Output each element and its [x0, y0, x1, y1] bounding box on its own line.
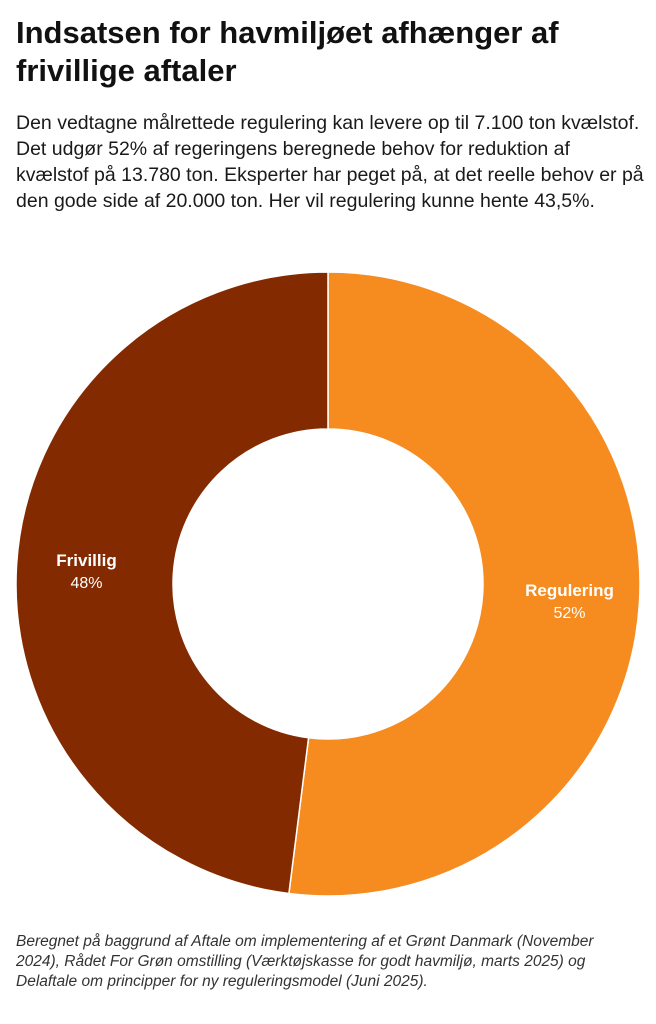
chart-title: Indsatsen for havmiljøet afhænger af fri… [16, 15, 559, 88]
slice-value-frivillig: 48% [70, 575, 102, 592]
source-note: Beregnet på baggrund af Aftale om implem… [16, 933, 594, 990]
slice-label-frivillig: Frivillig [56, 551, 116, 570]
chart-subtitle: Den vedtagne målrettede regulering kan l… [16, 112, 644, 212]
slice-frivillig [15, 271, 329, 895]
slice-value-regulering: 52% [553, 605, 585, 622]
slice-label-regulering: Regulering [525, 581, 614, 600]
donut-chart-svg: Regulering 52% Frivillig 48% [15, 271, 641, 897]
slice-regulering [288, 271, 641, 897]
donut-chart: Regulering 52% Frivillig 48% [0, 260, 656, 910]
